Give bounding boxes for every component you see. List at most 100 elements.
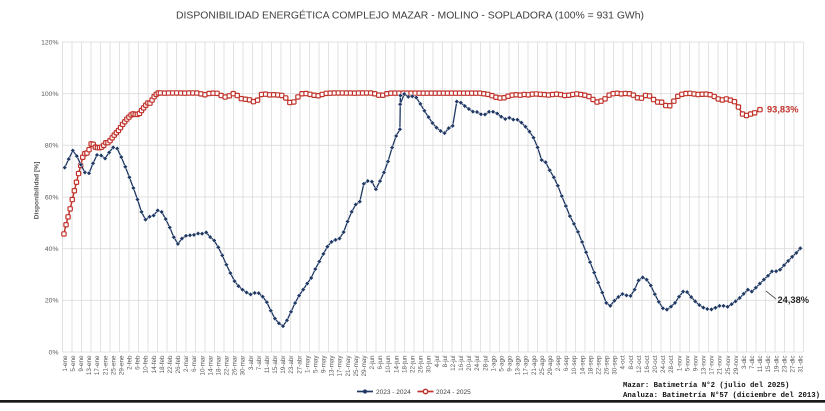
svg-text:20-jul: 20-jul: [466, 356, 473, 371]
svg-text:22-feb: 22-feb: [167, 355, 174, 373]
svg-text:22-mar: 22-mar: [224, 356, 231, 376]
svg-text:29-ene: 29-ene: [119, 355, 126, 375]
svg-text:1-ago: 1-ago: [490, 355, 497, 372]
svg-text:2024 - 2025: 2024 - 2025: [436, 389, 471, 396]
svg-text:16-oct: 16-oct: [644, 355, 651, 373]
svg-text:Analuza: Batimetría N°57 (dici: Analuza: Batimetría N°57 (diciembre del …: [623, 391, 820, 400]
svg-text:6-jun: 6-jun: [377, 355, 384, 369]
svg-text:9-may: 9-may: [321, 355, 328, 373]
svg-text:40%: 40%: [45, 246, 59, 253]
svg-text:22-jun: 22-jun: [410, 355, 417, 373]
svg-text:26-feb: 26-feb: [175, 355, 182, 373]
svg-text:10-sep: 10-sep: [571, 355, 578, 375]
svg-text:29-ago: 29-ago: [547, 355, 554, 375]
svg-text:9-nov: 9-nov: [692, 355, 699, 372]
svg-text:60%: 60%: [45, 194, 59, 201]
svg-text:17-ago: 17-ago: [523, 355, 530, 375]
svg-text:14-sep: 14-sep: [579, 355, 586, 375]
svg-text:1-nov: 1-nov: [676, 355, 683, 372]
svg-text:28-jul: 28-jul: [482, 356, 489, 371]
svg-text:21-ene: 21-ene: [102, 355, 109, 375]
svg-text:9-ago: 9-ago: [507, 355, 514, 372]
svg-text:20-oct: 20-oct: [652, 355, 659, 373]
svg-text:DISPONIBILIDAD ENERGÉTICA COMP: DISPONIBILIDAD ENERGÉTICA COMPLEJO MAZAR…: [176, 8, 644, 21]
svg-text:6-mar: 6-mar: [191, 356, 198, 372]
svg-text:5-ene: 5-ene: [70, 355, 77, 372]
svg-text:26-jun: 26-jun: [418, 355, 425, 373]
svg-text:13-may: 13-may: [329, 355, 336, 377]
svg-text:80%: 80%: [45, 143, 59, 150]
svg-text:18-sep: 18-sep: [587, 355, 594, 375]
svg-text:30-jun: 30-jun: [426, 355, 433, 373]
svg-text:30-mar: 30-mar: [240, 356, 247, 376]
svg-text:27-abr: 27-abr: [296, 356, 303, 374]
svg-text:2023 - 2024: 2023 - 2024: [376, 389, 411, 396]
svg-text:29-nov: 29-nov: [733, 355, 740, 375]
svg-text:10-mar: 10-mar: [199, 356, 206, 376]
svg-text:1-ene: 1-ene: [62, 355, 69, 372]
svg-text:18-mar: 18-mar: [216, 356, 223, 376]
svg-text:14-jun: 14-jun: [393, 355, 400, 373]
svg-text:5-nov: 5-nov: [684, 355, 691, 372]
svg-text:18-jun: 18-jun: [401, 355, 408, 373]
svg-text:10-feb: 10-feb: [143, 355, 150, 373]
svg-text:4-oct: 4-oct: [620, 355, 627, 369]
svg-text:30-sep: 30-sep: [612, 355, 619, 375]
svg-text:7-dic: 7-dic: [749, 356, 756, 370]
svg-text:19-abr: 19-abr: [280, 356, 287, 374]
svg-text:24-jul: 24-jul: [474, 356, 481, 371]
svg-text:22-sep: 22-sep: [595, 355, 602, 375]
svg-text:2-feb: 2-feb: [127, 355, 134, 370]
svg-text:17-nov: 17-nov: [709, 355, 716, 375]
svg-text:1-may: 1-may: [304, 355, 311, 373]
svg-text:Disponibilidad [%]: Disponibilidad [%]: [34, 162, 41, 220]
svg-text:8-jul: 8-jul: [442, 356, 449, 368]
svg-text:2-sep: 2-sep: [555, 355, 562, 371]
svg-text:13-nov: 13-nov: [701, 355, 708, 375]
svg-text:25-nov: 25-nov: [725, 355, 732, 375]
svg-text:Mazar: Batimetría N°2 (julio d: Mazar: Batimetría N°2 (julio del 2025): [623, 381, 789, 390]
svg-text:11-abr: 11-abr: [264, 356, 271, 374]
svg-text:23-dic: 23-dic: [781, 356, 788, 373]
svg-text:27-dic: 27-dic: [789, 356, 796, 373]
svg-text:15-abr: 15-abr: [272, 356, 279, 374]
svg-text:25-ene: 25-ene: [110, 355, 117, 375]
svg-text:25-ago: 25-ago: [539, 355, 546, 375]
svg-text:26-sep: 26-sep: [604, 355, 611, 375]
svg-text:15-dic: 15-dic: [765, 356, 772, 373]
svg-text:29-may: 29-may: [361, 355, 368, 377]
svg-text:10-jun: 10-jun: [385, 355, 392, 373]
svg-text:3-abr: 3-abr: [248, 356, 255, 371]
svg-text:9-ene: 9-ene: [78, 355, 85, 372]
svg-text:21-may: 21-may: [345, 355, 352, 377]
svg-text:14-mar: 14-mar: [207, 356, 214, 376]
svg-text:20%: 20%: [45, 298, 59, 305]
svg-text:13-ago: 13-ago: [515, 355, 522, 375]
svg-text:17-may: 17-may: [337, 355, 344, 377]
svg-text:24,38%: 24,38%: [778, 295, 810, 305]
svg-text:7-abr: 7-abr: [256, 356, 263, 371]
svg-text:6-feb: 6-feb: [135, 355, 142, 370]
svg-text:5-ago: 5-ago: [498, 355, 505, 372]
svg-text:13-ene: 13-ene: [86, 355, 93, 375]
svg-text:0%: 0%: [49, 349, 59, 356]
svg-text:16-jul: 16-jul: [458, 356, 465, 371]
svg-text:93,83%: 93,83%: [767, 105, 799, 115]
svg-text:5-may: 5-may: [313, 355, 320, 373]
svg-text:25-may: 25-may: [353, 355, 360, 377]
svg-text:3-dic: 3-dic: [741, 356, 748, 370]
svg-text:100%: 100%: [41, 91, 58, 98]
svg-text:26-mar: 26-mar: [232, 356, 239, 376]
svg-text:18-feb: 18-feb: [159, 355, 166, 373]
svg-text:12-oct: 12-oct: [636, 355, 643, 373]
svg-text:6-sep: 6-sep: [563, 355, 570, 371]
svg-text:17-ene: 17-ene: [94, 355, 101, 375]
svg-text:2-jun: 2-jun: [369, 355, 376, 369]
svg-text:2-mar: 2-mar: [183, 356, 190, 372]
svg-text:8-oct: 8-oct: [628, 355, 635, 369]
svg-text:4-jul: 4-jul: [434, 356, 441, 368]
svg-text:19-dic: 19-dic: [773, 356, 780, 373]
svg-text:24-oct: 24-oct: [660, 355, 667, 373]
svg-text:120%: 120%: [41, 39, 58, 46]
svg-text:12-jul: 12-jul: [450, 356, 457, 371]
